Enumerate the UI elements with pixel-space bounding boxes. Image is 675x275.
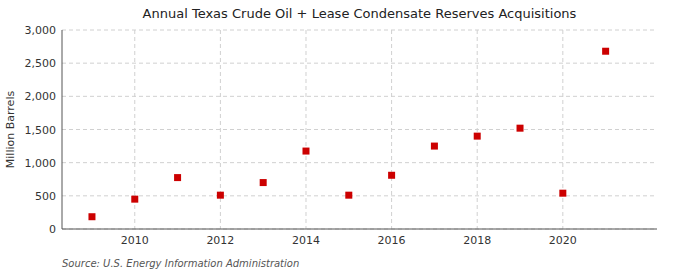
- x-grid-line: [220, 30, 221, 229]
- y-axis-label: Million Barrels: [4, 91, 17, 169]
- x-grid-line: [562, 30, 563, 229]
- y-tick-label: 1,000: [25, 157, 57, 170]
- y-grid-line: [62, 129, 657, 130]
- x-tick-label: 2010: [121, 234, 149, 247]
- y-axis-line: [62, 30, 63, 229]
- x-tick-label: 2018: [463, 234, 491, 247]
- x-tick-label: 2014: [292, 234, 320, 247]
- point: [88, 213, 95, 220]
- x-grid-line: [391, 30, 392, 229]
- point: [217, 192, 224, 199]
- x-tick-label: 2020: [549, 234, 577, 247]
- point: [517, 125, 524, 132]
- chart: 0 500 1,000 1,500 2,000 2,500 3,000 2010 2012 201…: [0, 0, 675, 275]
- point: [131, 196, 138, 203]
- point: [474, 133, 481, 140]
- y-tick-label: 2,500: [25, 57, 57, 70]
- grid: [62, 30, 657, 229]
- x-grid-line: [305, 30, 306, 229]
- y-grid-line: [62, 96, 657, 97]
- point: [345, 192, 352, 199]
- point: [302, 148, 309, 155]
- x-tick-label: 2012: [206, 234, 234, 247]
- y-grid-line: [62, 229, 657, 230]
- y-grid-line: [62, 162, 657, 163]
- title: Annual Texas Crude Oil + Lease Condensat…: [143, 6, 577, 21]
- x-axis-line: [62, 229, 657, 230]
- y-tick-label: 0: [49, 223, 56, 236]
- point: [559, 190, 566, 197]
- point: [431, 143, 438, 150]
- x-tick-label: 2016: [378, 234, 406, 247]
- point: [174, 174, 181, 181]
- y-grid-line: [62, 30, 657, 31]
- y-tick-label: 2,000: [25, 90, 57, 103]
- y-tick-label: 3,000: [25, 24, 57, 37]
- y-tick-label: 1,500: [25, 124, 57, 137]
- tick-labels: 0 500 1,000 1,500 2,000 2,500 3,000 2010 2012 201…: [25, 24, 577, 247]
- point: [260, 179, 267, 186]
- y-grid-line: [62, 195, 657, 196]
- y-grid-line: [62, 63, 657, 64]
- source: Source: U.S. Energy Information Administ…: [62, 258, 299, 269]
- point: [388, 172, 395, 179]
- points: [88, 48, 609, 221]
- y-tick-label: 500: [35, 190, 56, 203]
- x-grid-line: [477, 30, 478, 229]
- point: [602, 48, 609, 55]
